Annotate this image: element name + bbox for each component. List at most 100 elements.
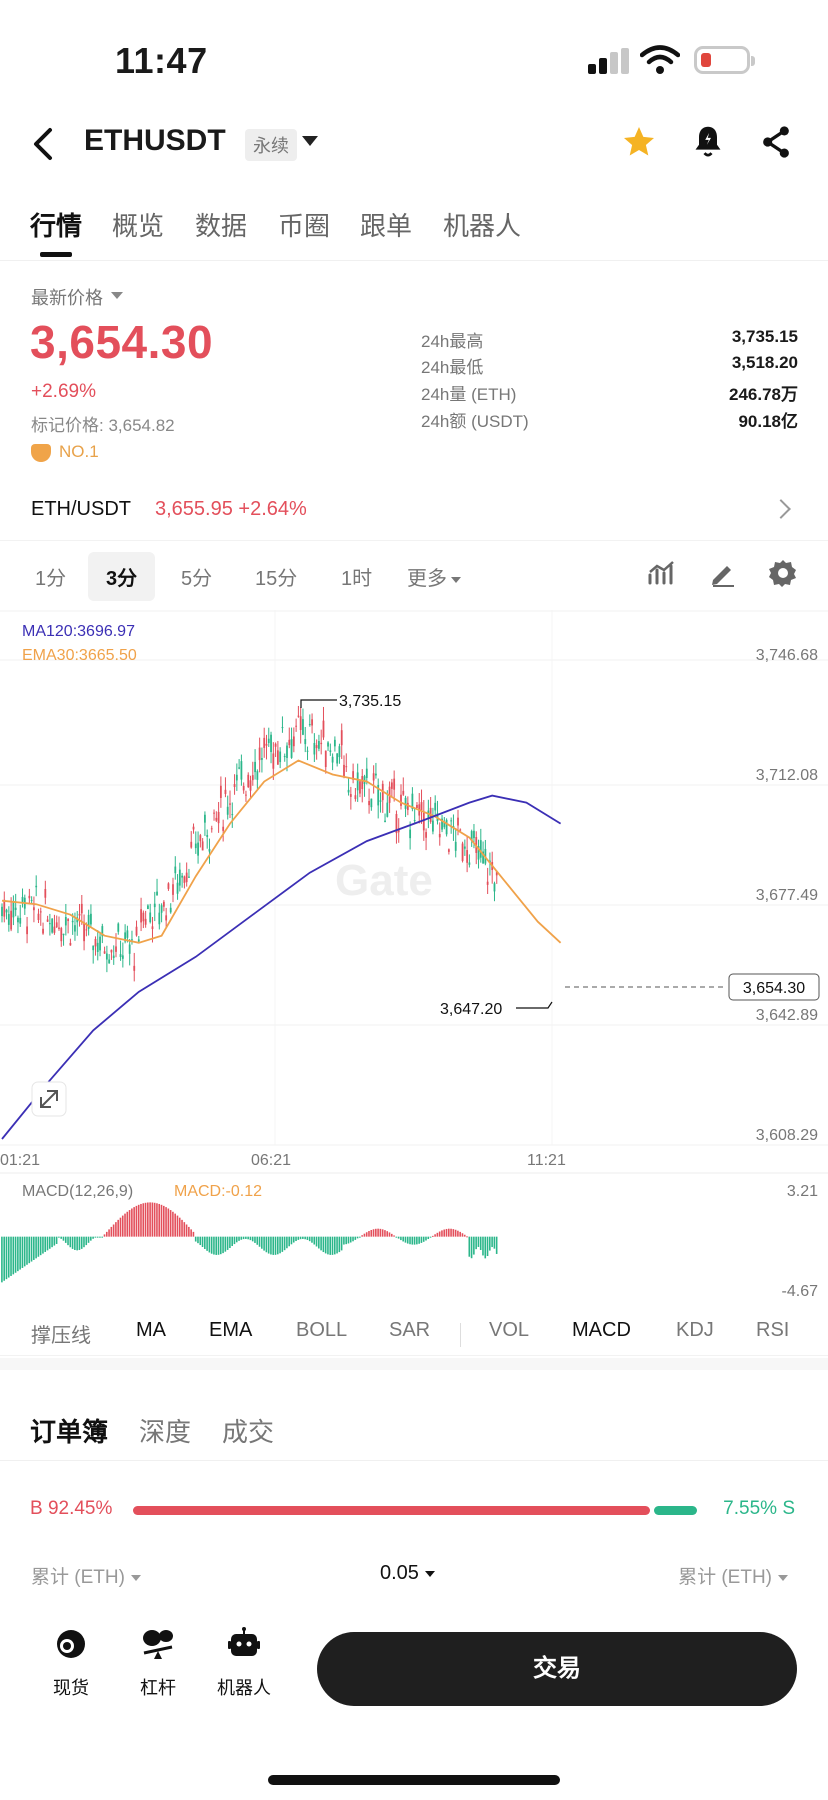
macd-bar bbox=[69, 1236, 72, 1248]
macd-bar bbox=[133, 1207, 135, 1237]
candle-body bbox=[119, 954, 122, 957]
candle-body bbox=[450, 820, 453, 822]
main-tabs: 行情 概览 数据 币圈 跟单 机器人 bbox=[0, 200, 828, 261]
nav-margin[interactable]: 杠杆 bbox=[118, 1627, 198, 1700]
macd-bar bbox=[457, 1230, 459, 1237]
contract-type-badge[interactable]: 永续 bbox=[245, 129, 297, 161]
indicator-vol[interactable]: VOL bbox=[489, 1319, 530, 1341]
timeframe-1m[interactable]: 1分 bbox=[35, 568, 67, 590]
candle-body bbox=[215, 817, 218, 821]
tab-trades[interactable]: 成交 bbox=[222, 1417, 275, 1447]
macd-bar bbox=[190, 1229, 192, 1237]
candle-body bbox=[356, 772, 359, 791]
candle-body bbox=[438, 833, 441, 838]
macd-bar bbox=[238, 1236, 240, 1241]
candle-body bbox=[320, 742, 323, 745]
candle-body bbox=[169, 907, 172, 913]
candle-body bbox=[151, 926, 154, 930]
symbol-dropdown-icon[interactable] bbox=[302, 136, 318, 146]
candle-body bbox=[51, 918, 54, 933]
expand-chart-button[interactable] bbox=[31, 1081, 67, 1117]
nav-spot[interactable]: 现货 bbox=[31, 1627, 111, 1700]
timeframe-5m[interactable]: 5分 bbox=[181, 568, 213, 590]
candle-body bbox=[112, 955, 115, 959]
left-header-label: 累计 (ETH) bbox=[31, 1567, 125, 1588]
timeframe-3m[interactable]: 3分 bbox=[88, 552, 156, 601]
latest-price-label[interactable]: 最新价格 bbox=[31, 288, 103, 308]
indicator-ma[interactable]: MA bbox=[136, 1319, 166, 1341]
nav-bot[interactable]: 机器人 bbox=[204, 1627, 284, 1700]
candle-body bbox=[80, 903, 83, 914]
tab-depth[interactable]: 深度 bbox=[139, 1417, 192, 1447]
tab-community[interactable]: 币圈 bbox=[278, 211, 331, 241]
candle-body bbox=[375, 773, 377, 776]
timeframe-15m[interactable]: 15分 bbox=[255, 568, 298, 590]
candle-body bbox=[201, 841, 204, 851]
candle-body bbox=[44, 888, 47, 898]
tab-orderbook[interactable]: 订单簿 bbox=[30, 1417, 109, 1447]
macd-bar bbox=[21, 1236, 24, 1268]
indicator-macd[interactable]: MACD bbox=[572, 1319, 631, 1341]
buy-ratio: B 92.45% bbox=[30, 1498, 113, 1519]
active-tab-indicator bbox=[40, 252, 72, 257]
tab-market[interactable]: 行情 bbox=[30, 211, 83, 241]
macd-bar bbox=[333, 1236, 336, 1255]
orderbook-right-header[interactable]: 累计 (ETH) bbox=[678, 1562, 788, 1589]
macd-bar bbox=[176, 1215, 179, 1237]
tab-copy-trading[interactable]: 跟单 bbox=[360, 211, 413, 241]
stat-label-volume: 24h量 (ETH) bbox=[421, 385, 517, 404]
indicator-boll[interactable]: BOLL bbox=[296, 1319, 348, 1341]
candle-body bbox=[46, 919, 49, 922]
candle-body bbox=[1, 906, 3, 917]
kline-chart[interactable]: Gate MA120:3696.97 EMA30:3665.50 3,746.6… bbox=[0, 610, 828, 1305]
chart-settings-gear-icon[interactable] bbox=[768, 558, 798, 588]
candle-body bbox=[452, 826, 455, 828]
indicator-support-resistance[interactable]: 撑压线 bbox=[31, 1325, 91, 1347]
macd-bar bbox=[158, 1203, 161, 1237]
macd-bar bbox=[99, 1236, 101, 1238]
timeframe-more[interactable]: 更多 bbox=[407, 562, 461, 591]
candle-body bbox=[470, 831, 473, 841]
macd-bar bbox=[85, 1236, 88, 1246]
candle-body bbox=[21, 896, 24, 902]
price-change-pct: +2.69% bbox=[31, 381, 96, 402]
candle-body bbox=[336, 753, 339, 764]
macd-bar bbox=[313, 1236, 316, 1245]
trade-button[interactable]: 交易 bbox=[317, 1632, 797, 1706]
indicator-sar[interactable]: SAR bbox=[389, 1319, 431, 1341]
symbol-title[interactable]: ETHUSDT bbox=[84, 124, 226, 157]
candle-body bbox=[308, 724, 311, 726]
tab-data[interactable]: 数据 bbox=[195, 211, 248, 241]
timeframe-1h[interactable]: 1时 bbox=[341, 568, 373, 590]
macd-bar bbox=[486, 1236, 489, 1257]
candle-body bbox=[199, 835, 202, 842]
tab-overview[interactable]: 概览 bbox=[112, 211, 165, 241]
indicator-kdj[interactable]: KDJ bbox=[676, 1319, 714, 1341]
candle-body bbox=[131, 939, 133, 941]
orderbook-left-header[interactable]: 累计 (ETH) bbox=[31, 1562, 141, 1589]
candle-body bbox=[35, 885, 38, 888]
favorite-star-icon[interactable] bbox=[621, 124, 657, 160]
stat-value-low: 3,518.20 bbox=[731, 353, 798, 372]
tab-bots[interactable]: 机器人 bbox=[443, 211, 522, 241]
x-tick: 11:21 bbox=[527, 1152, 566, 1169]
macd-bar bbox=[402, 1236, 404, 1242]
price-type-dropdown-icon[interactable] bbox=[111, 292, 123, 299]
macd-bar bbox=[263, 1236, 265, 1251]
drawing-tool-icon[interactable] bbox=[708, 558, 738, 588]
indicator-rsi[interactable]: RSI bbox=[756, 1319, 790, 1341]
indicator-ema[interactable]: EMA bbox=[209, 1319, 253, 1341]
candle-body bbox=[108, 959, 111, 964]
macd-bar bbox=[443, 1229, 446, 1237]
home-indicator[interactable] bbox=[268, 1775, 560, 1785]
share-icon[interactable] bbox=[759, 124, 793, 160]
spot-pair-row[interactable]: ETH/USDT 3,655.95 +2.64% bbox=[0, 490, 828, 541]
macd-bar bbox=[466, 1236, 468, 1238]
candle-body bbox=[94, 938, 97, 947]
indicators-chart-icon[interactable] bbox=[647, 558, 677, 588]
back-icon[interactable] bbox=[28, 124, 60, 164]
candle-body bbox=[377, 784, 380, 806]
price-alert-bell-icon[interactable] bbox=[691, 124, 725, 160]
candle-body bbox=[92, 945, 95, 951]
price-step-selector[interactable]: 0.05 bbox=[380, 1562, 435, 1585]
